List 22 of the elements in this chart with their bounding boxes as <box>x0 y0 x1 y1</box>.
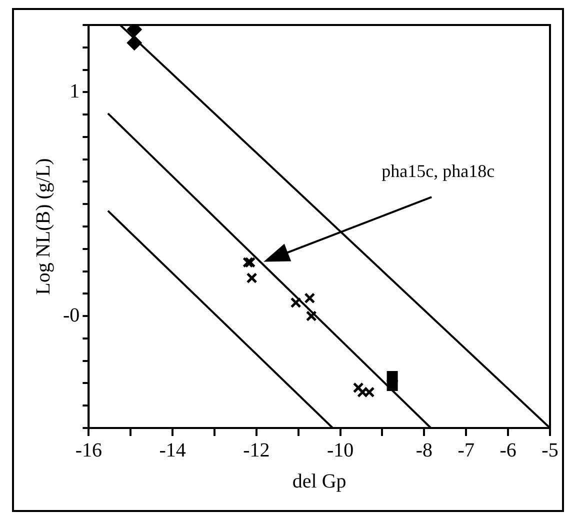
point <box>364 386 375 398</box>
x-tick-label: -8 <box>416 439 433 462</box>
y-tick-label: 1 <box>70 80 80 102</box>
point <box>386 380 398 391</box>
x-tick-label: -12 <box>243 439 270 462</box>
x-tick-label: -16 <box>75 439 102 462</box>
x-tick-label: -14 <box>159 439 186 462</box>
annotation: pha15c, pha18c <box>382 160 495 181</box>
point <box>290 297 302 308</box>
x-tick-label: -7 <box>458 439 474 462</box>
point <box>306 310 317 322</box>
point <box>352 382 364 394</box>
x-axis-title: del Gp <box>292 470 346 492</box>
y-axis-title: Log NL(B) (g/L) <box>32 158 54 295</box>
point <box>357 386 368 398</box>
point <box>304 292 316 304</box>
y-tick-label: -0 <box>62 304 80 326</box>
x-tick-label: -10 <box>326 439 354 462</box>
point <box>127 25 142 37</box>
x-tick-label: -6 <box>500 439 516 462</box>
point <box>246 272 258 284</box>
x-tick-label: -5 <box>542 439 558 462</box>
